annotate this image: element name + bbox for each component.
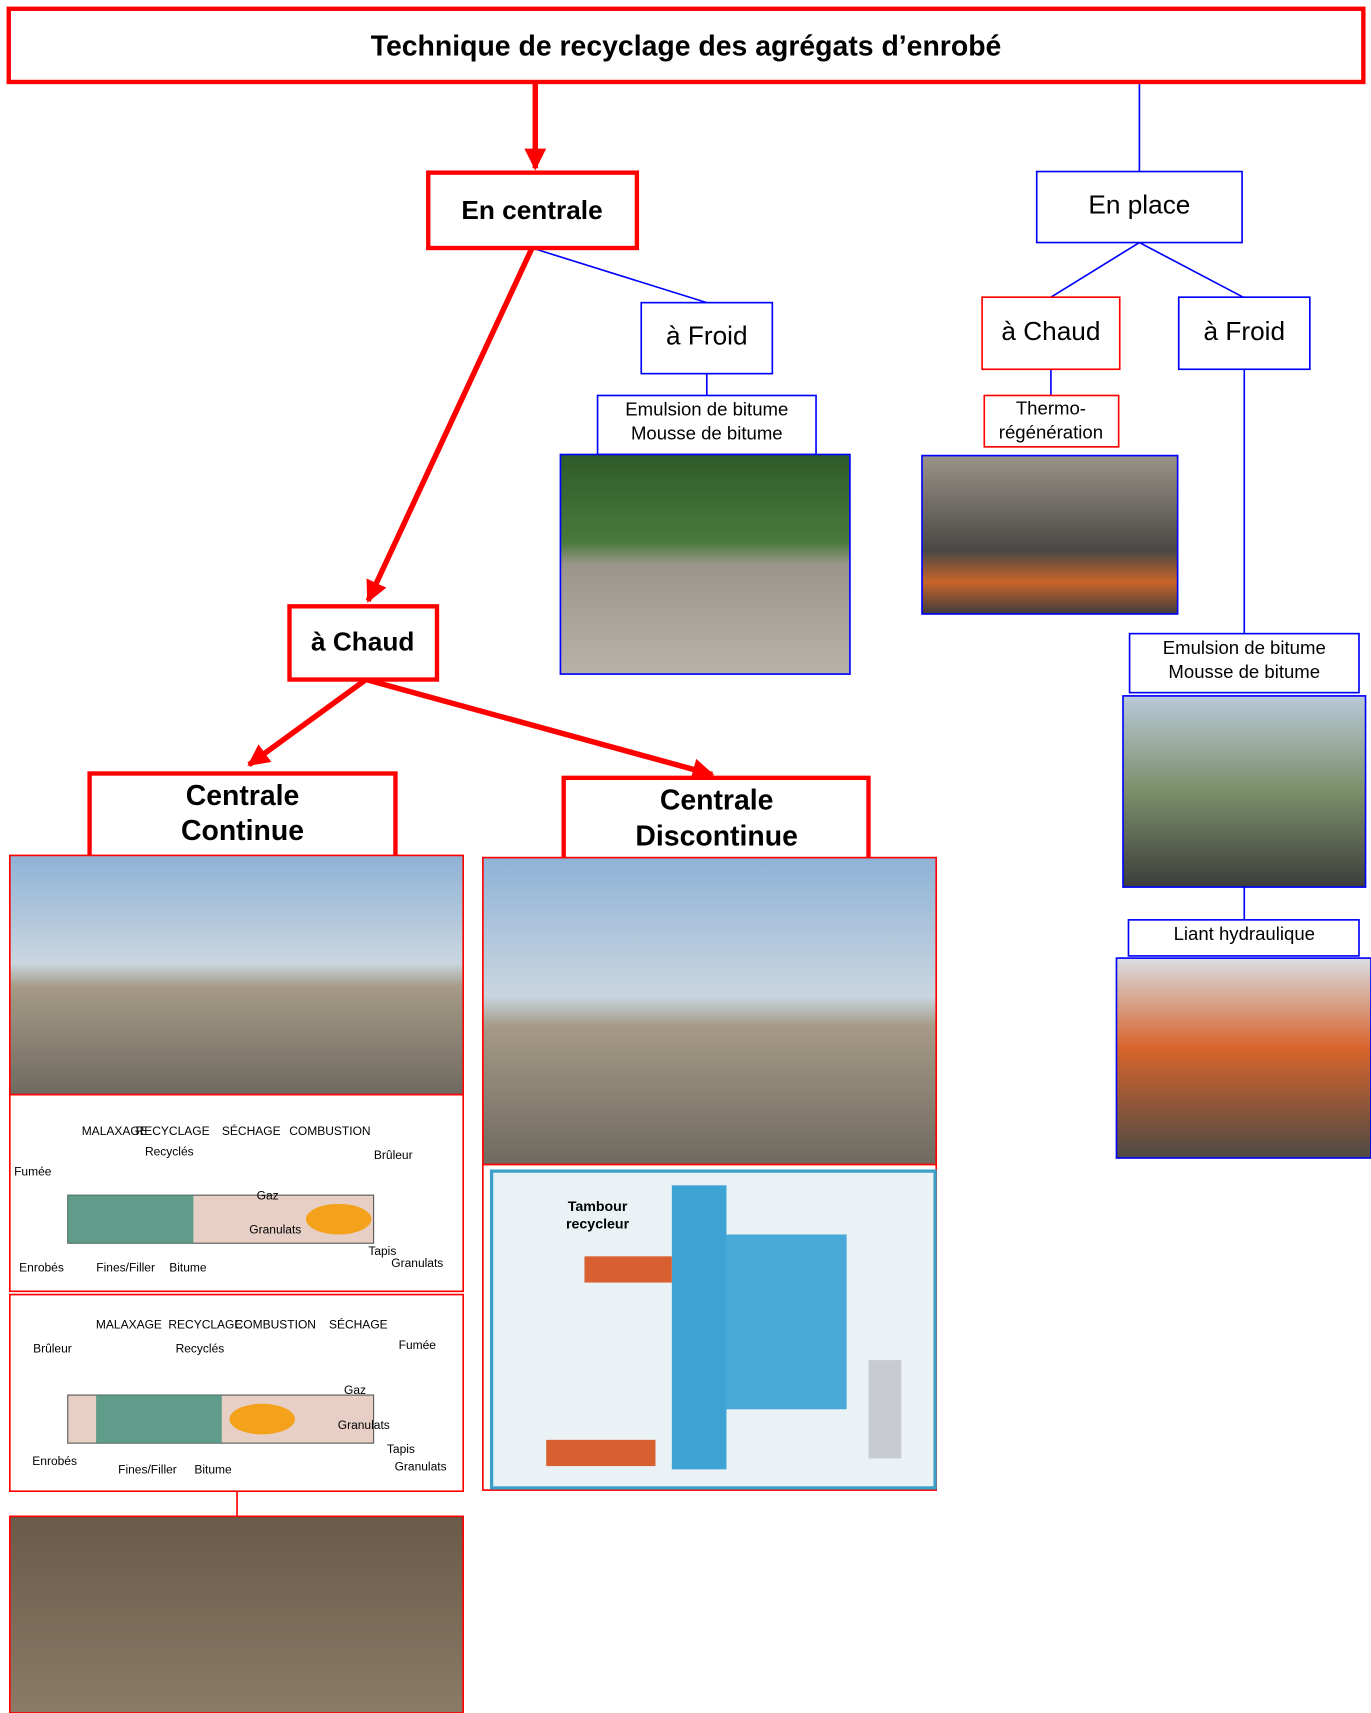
label: Granulats — [391, 1256, 443, 1270]
label: Gaz — [344, 1383, 366, 1397]
label: à Froid — [666, 321, 748, 351]
label: Tapis — [387, 1442, 415, 1456]
connector — [1139, 243, 1243, 298]
label: à Chaud — [311, 626, 414, 656]
label: Centrale — [660, 784, 774, 816]
label: Mousse de bitume — [631, 423, 783, 444]
label: Granulats — [395, 1459, 447, 1473]
photo — [483, 858, 936, 1165]
label: Fines/Filler — [118, 1463, 177, 1477]
label: Bitume — [169, 1261, 207, 1275]
label: En centrale — [461, 195, 602, 225]
label: Bitume — [194, 1463, 232, 1477]
label: à Froid — [1203, 316, 1285, 346]
label: COMBUSTION — [289, 1124, 370, 1138]
label: SÉCHAGE — [222, 1123, 281, 1138]
label: Continue — [181, 815, 304, 847]
label: Tambour — [568, 1199, 628, 1215]
label: MALAXAGE — [96, 1317, 162, 1331]
arrow — [368, 248, 532, 601]
label: Recyclés — [145, 1145, 194, 1159]
label: Enrobés — [19, 1261, 64, 1275]
diagram: Technique de recyclage des agrégats d’en… — [0, 0, 1371, 1713]
drum — [546, 1440, 655, 1466]
label: Brûleur — [33, 1341, 72, 1355]
photo — [1123, 696, 1366, 887]
connector — [532, 248, 707, 303]
label: En place — [1088, 189, 1190, 219]
label: Enrobés — [32, 1454, 77, 1468]
plant — [726, 1234, 846, 1409]
label: Brûleur — [374, 1148, 413, 1162]
label: Mousse de bitume — [1168, 661, 1320, 682]
label: RECYCLAGE — [136, 1124, 210, 1138]
photo — [10, 1516, 463, 1713]
drum — [584, 1256, 671, 1282]
drum-mix — [96, 1395, 222, 1443]
label: COMBUSTION — [235, 1317, 316, 1331]
label: Granulats — [338, 1418, 390, 1432]
label: Granulats — [249, 1222, 301, 1236]
arrow — [366, 680, 712, 775]
label: RECYCLAGE — [168, 1317, 242, 1331]
flame — [306, 1204, 372, 1235]
label: Centrale — [186, 780, 300, 812]
label: Gaz — [257, 1188, 279, 1202]
photo — [922, 456, 1178, 614]
label: Fines/Filler — [96, 1261, 155, 1275]
label: à Chaud — [1001, 316, 1100, 346]
drum-mix — [68, 1195, 194, 1243]
photo — [10, 855, 463, 1094]
label: Technique de recyclage des agrégats d’en… — [371, 31, 1002, 63]
label: recycleur — [566, 1216, 630, 1232]
photo — [1116, 958, 1371, 1158]
label: Emulsion de bitume — [625, 399, 788, 420]
label: SÉCHAGE — [329, 1316, 388, 1331]
label: Emulsion de bitume — [1163, 637, 1326, 658]
label: Fumée — [14, 1164, 52, 1178]
label: Discontinue — [635, 820, 797, 852]
tower — [672, 1185, 727, 1469]
connector — [1051, 243, 1139, 298]
silo — [868, 1360, 901, 1458]
label: Liant hydraulique — [1174, 923, 1315, 944]
label: Recyclés — [176, 1341, 225, 1355]
label: Fumée — [399, 1338, 437, 1352]
page: {"title": "Technique de recyclage des ag… — [0, 0, 1371, 1713]
arrow — [249, 680, 366, 765]
label: régénération — [999, 422, 1103, 443]
label: Thermo- — [1016, 398, 1086, 419]
photo — [560, 454, 849, 674]
flame — [229, 1404, 295, 1435]
